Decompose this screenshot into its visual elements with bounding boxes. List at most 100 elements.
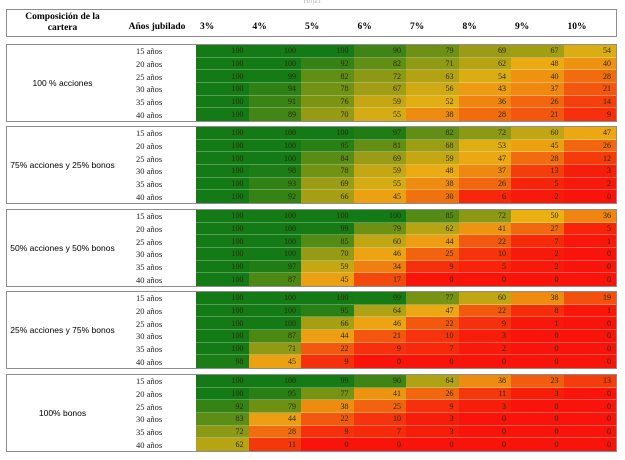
heatmap-cell: 100 (301, 127, 354, 140)
heatmap-cell: 0 (511, 413, 564, 426)
heatmap-cell: 53 (458, 139, 511, 153)
header-rate-8pct: 8% (462, 22, 477, 32)
table-row: 20 años 100 95 77 41 26 11 3 0 (118, 387, 616, 401)
heatmap-cell: 91 (248, 95, 301, 109)
heatmap-cell: 0 (511, 438, 564, 452)
heatmap-block: 75% acciones y 25% bonos 15 años 100 100 100… (6, 126, 617, 204)
heatmap-cell: 0 (406, 355, 459, 369)
heatmap-cell: 9 (353, 342, 406, 356)
row-cells: 100 100 100 100 85 72 50 36 (196, 210, 616, 223)
heatmap-cell: 72 (458, 127, 511, 140)
heatmap-cell: 100 (196, 260, 249, 274)
heatmap-cell: 63 (406, 70, 459, 84)
heatmap-cell: 28 (248, 425, 301, 439)
heatmap-cell: 37 (458, 165, 511, 178)
heatmap-cell: 100 (196, 190, 249, 204)
heatmap-cell: 100 (248, 222, 301, 236)
heatmap-cell: 100 (196, 222, 249, 236)
heatmap-cell: 100 (248, 235, 301, 249)
row-year-label: 30 años (118, 413, 196, 426)
heatmap-cell: 22 (406, 317, 459, 331)
row-year-label: 30 años (118, 330, 196, 343)
block-label: 25% acciones y 75% bonos (10, 324, 115, 335)
heatmap-cell: 56 (406, 83, 459, 96)
heatmap-cell: 7 (406, 342, 459, 356)
heatmap-cell: 26 (511, 95, 564, 109)
heatmap-cell: 28 (458, 108, 511, 122)
heatmap-cell: 0 (458, 273, 511, 287)
heatmap-cell: 6 (458, 190, 511, 204)
row-cells: 100 100 99 79 62 41 27 5 (196, 222, 616, 236)
heatmap-cell: 99 (248, 70, 301, 84)
heatmap-cell: 0 (511, 355, 564, 369)
heatmap-cell: 38 (406, 177, 459, 191)
block-rows: 15 años 100 100 99 90 64 38 23 13 20 años 100 95 77 4… (118, 375, 616, 452)
heatmap-cell: 66 (301, 190, 354, 204)
heatmap-cell: 100 (196, 273, 249, 287)
heatmap-cell: 26 (458, 177, 511, 191)
heatmap-cell: 0 (458, 355, 511, 369)
heatmap-cell: 77 (406, 292, 459, 305)
table-row: 25 años 100 99 82 72 63 54 40 28 (118, 70, 616, 84)
heatmap-cell: 46 (353, 317, 406, 331)
heatmap-cell: 22 (301, 342, 354, 356)
heatmap-cell: 97 (248, 260, 301, 274)
heatmap-cell: 84 (301, 152, 354, 166)
heatmap-cell: 60 (511, 127, 564, 140)
heatmap-cell: 100 (196, 165, 249, 178)
heatmap-cell: 38 (458, 375, 511, 388)
heatmap-cell: 34 (353, 260, 406, 274)
heatmap-cell: 100 (196, 387, 249, 401)
heatmap-cell: 82 (353, 57, 406, 71)
heatmap-cell: 41 (353, 387, 406, 401)
heatmap-cell: 82 (301, 70, 354, 84)
table-row: 35 años 100 93 69 55 38 26 5 2 (118, 177, 616, 191)
heatmap-cell: 79 (353, 222, 406, 236)
header-years-label: Años jubilado (128, 22, 186, 32)
heatmap-cell: 47 (563, 127, 616, 140)
row-cells: 100 100 92 82 71 62 48 40 (196, 57, 616, 71)
row-cells: 83 44 22 10 3 0 0 0 (196, 413, 616, 426)
heatmap-cell: 0 (301, 438, 354, 452)
row-cells: 100 94 78 67 56 43 37 21 (196, 83, 616, 96)
heatmap-cell: 2 (511, 260, 564, 274)
row-cells: 100 99 82 72 63 54 40 28 (196, 70, 616, 84)
heatmap-cell: 55 (353, 177, 406, 191)
heatmap-cell: 90 (353, 45, 406, 58)
heatmap-cell: 3 (406, 413, 459, 426)
heatmap-cell: 1 (563, 304, 616, 318)
heatmap-cell: 5 (511, 177, 564, 191)
heatmap-cell: 7 (353, 425, 406, 439)
row-cells: 100 91 76 59 52 36 26 14 (196, 95, 616, 109)
header-rate-5pct: 5% (305, 22, 320, 32)
row-year-label: 25 años (118, 70, 196, 84)
heatmap-cell: 11 (458, 387, 511, 401)
block-label: 100 % acciones (32, 77, 93, 88)
heatmap-cell: 100 (301, 45, 354, 58)
heatmap-cell: 12 (563, 152, 616, 166)
heatmap-cell: 3 (458, 330, 511, 343)
row-year-label: 40 años (118, 273, 196, 287)
table-row: 35 años 72 28 9 7 3 0 0 0 (118, 425, 616, 439)
heatmap-cell: 100 (196, 95, 249, 109)
table-row: 25 años 100 100 84 69 59 47 28 12 (118, 152, 616, 166)
heatmap-cell: 100 (248, 139, 301, 153)
heatmap-cell: 0 (563, 273, 616, 287)
table-row: 35 años 100 91 76 59 52 36 26 14 (118, 95, 616, 109)
heatmap-cell: 93 (248, 177, 301, 191)
heatmap-cell: 92 (196, 400, 249, 414)
table-row: 40 años 62 11 0 0 0 0 0 0 (118, 438, 616, 452)
heatmap-cell: 13 (563, 375, 616, 388)
heatmap-cell: 76 (301, 95, 354, 109)
heatmap-cell: 0 (353, 355, 406, 369)
heatmap-cell: 83 (196, 413, 249, 426)
heatmap-cell: 0 (511, 400, 564, 414)
block-rows: 15 años 100 100 100 100 85 72 50 36 20 años 100 100… (118, 210, 616, 287)
heatmap-cell: 0 (458, 438, 511, 452)
table-row: 40 años 100 89 70 55 38 28 21 9 (118, 108, 616, 122)
heatmap-cell: 59 (353, 165, 406, 178)
row-cells: 100 100 100 99 77 60 38 19 (196, 292, 616, 305)
table-row: 40 años 98 45 9 0 0 0 0 0 (118, 355, 616, 369)
heatmap-cell: 87 (248, 273, 301, 287)
heatmap-cell: 100 (196, 57, 249, 71)
